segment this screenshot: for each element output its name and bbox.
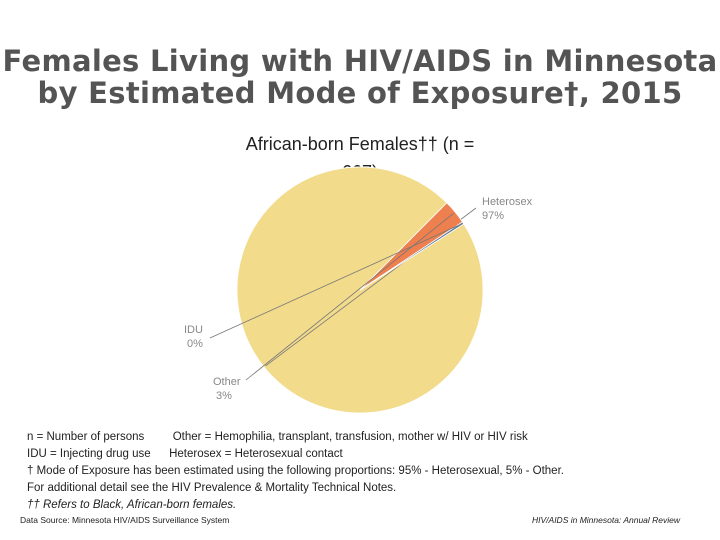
leader-line-other xyxy=(245,212,454,381)
leader-line-idu xyxy=(209,223,462,339)
notes-row-1: n = Number of persons Other = Hemophilia… xyxy=(27,429,564,446)
report-name: HIV/AIDS in Minnesota: Annual Review xyxy=(532,515,681,525)
note-n-definition: n = Number of persons xyxy=(27,431,145,443)
slice-pct-other: 3% xyxy=(216,390,232,402)
slice-label-other: Other xyxy=(213,376,241,388)
note-detail: For additional detail see the HIV Preval… xyxy=(27,482,397,494)
slice-pct-idu: 0% xyxy=(187,338,203,350)
footnotes: n = Number of persons Other = Hemophilia… xyxy=(27,429,564,514)
note-other-definition: Other = Hemophilia, transplant, transfus… xyxy=(172,431,528,443)
note-heterosex-definition: Heterosex = Heterosexual contact xyxy=(169,448,343,460)
slice-label-heterosex: Heterosex xyxy=(482,196,533,208)
note-double-dagger: †† Refers to Black, African-born females… xyxy=(27,499,237,511)
slide-title-line1: Females Living with HIV/AIDS in Minnesot… xyxy=(2,44,718,78)
note-idu-definition: IDU = Injecting drug use xyxy=(27,448,151,460)
data-source: Data Source: Minnesota HIV/AIDS Surveill… xyxy=(20,515,230,525)
pie-slice-idu xyxy=(359,221,465,291)
slide-title-line2: by Estimated Mode of Exposure†, 2015 xyxy=(37,76,683,110)
note-dagger: † Mode of Exposure has been estimated us… xyxy=(27,465,564,477)
slice-label-idu: IDU xyxy=(184,324,203,336)
notes-row-2: IDU = Injecting drug use Heterosex = Het… xyxy=(27,446,564,463)
chart-title-line1: African-born Females†† (n = xyxy=(245,134,475,154)
slice-pct-heterosex: 97% xyxy=(482,210,504,222)
